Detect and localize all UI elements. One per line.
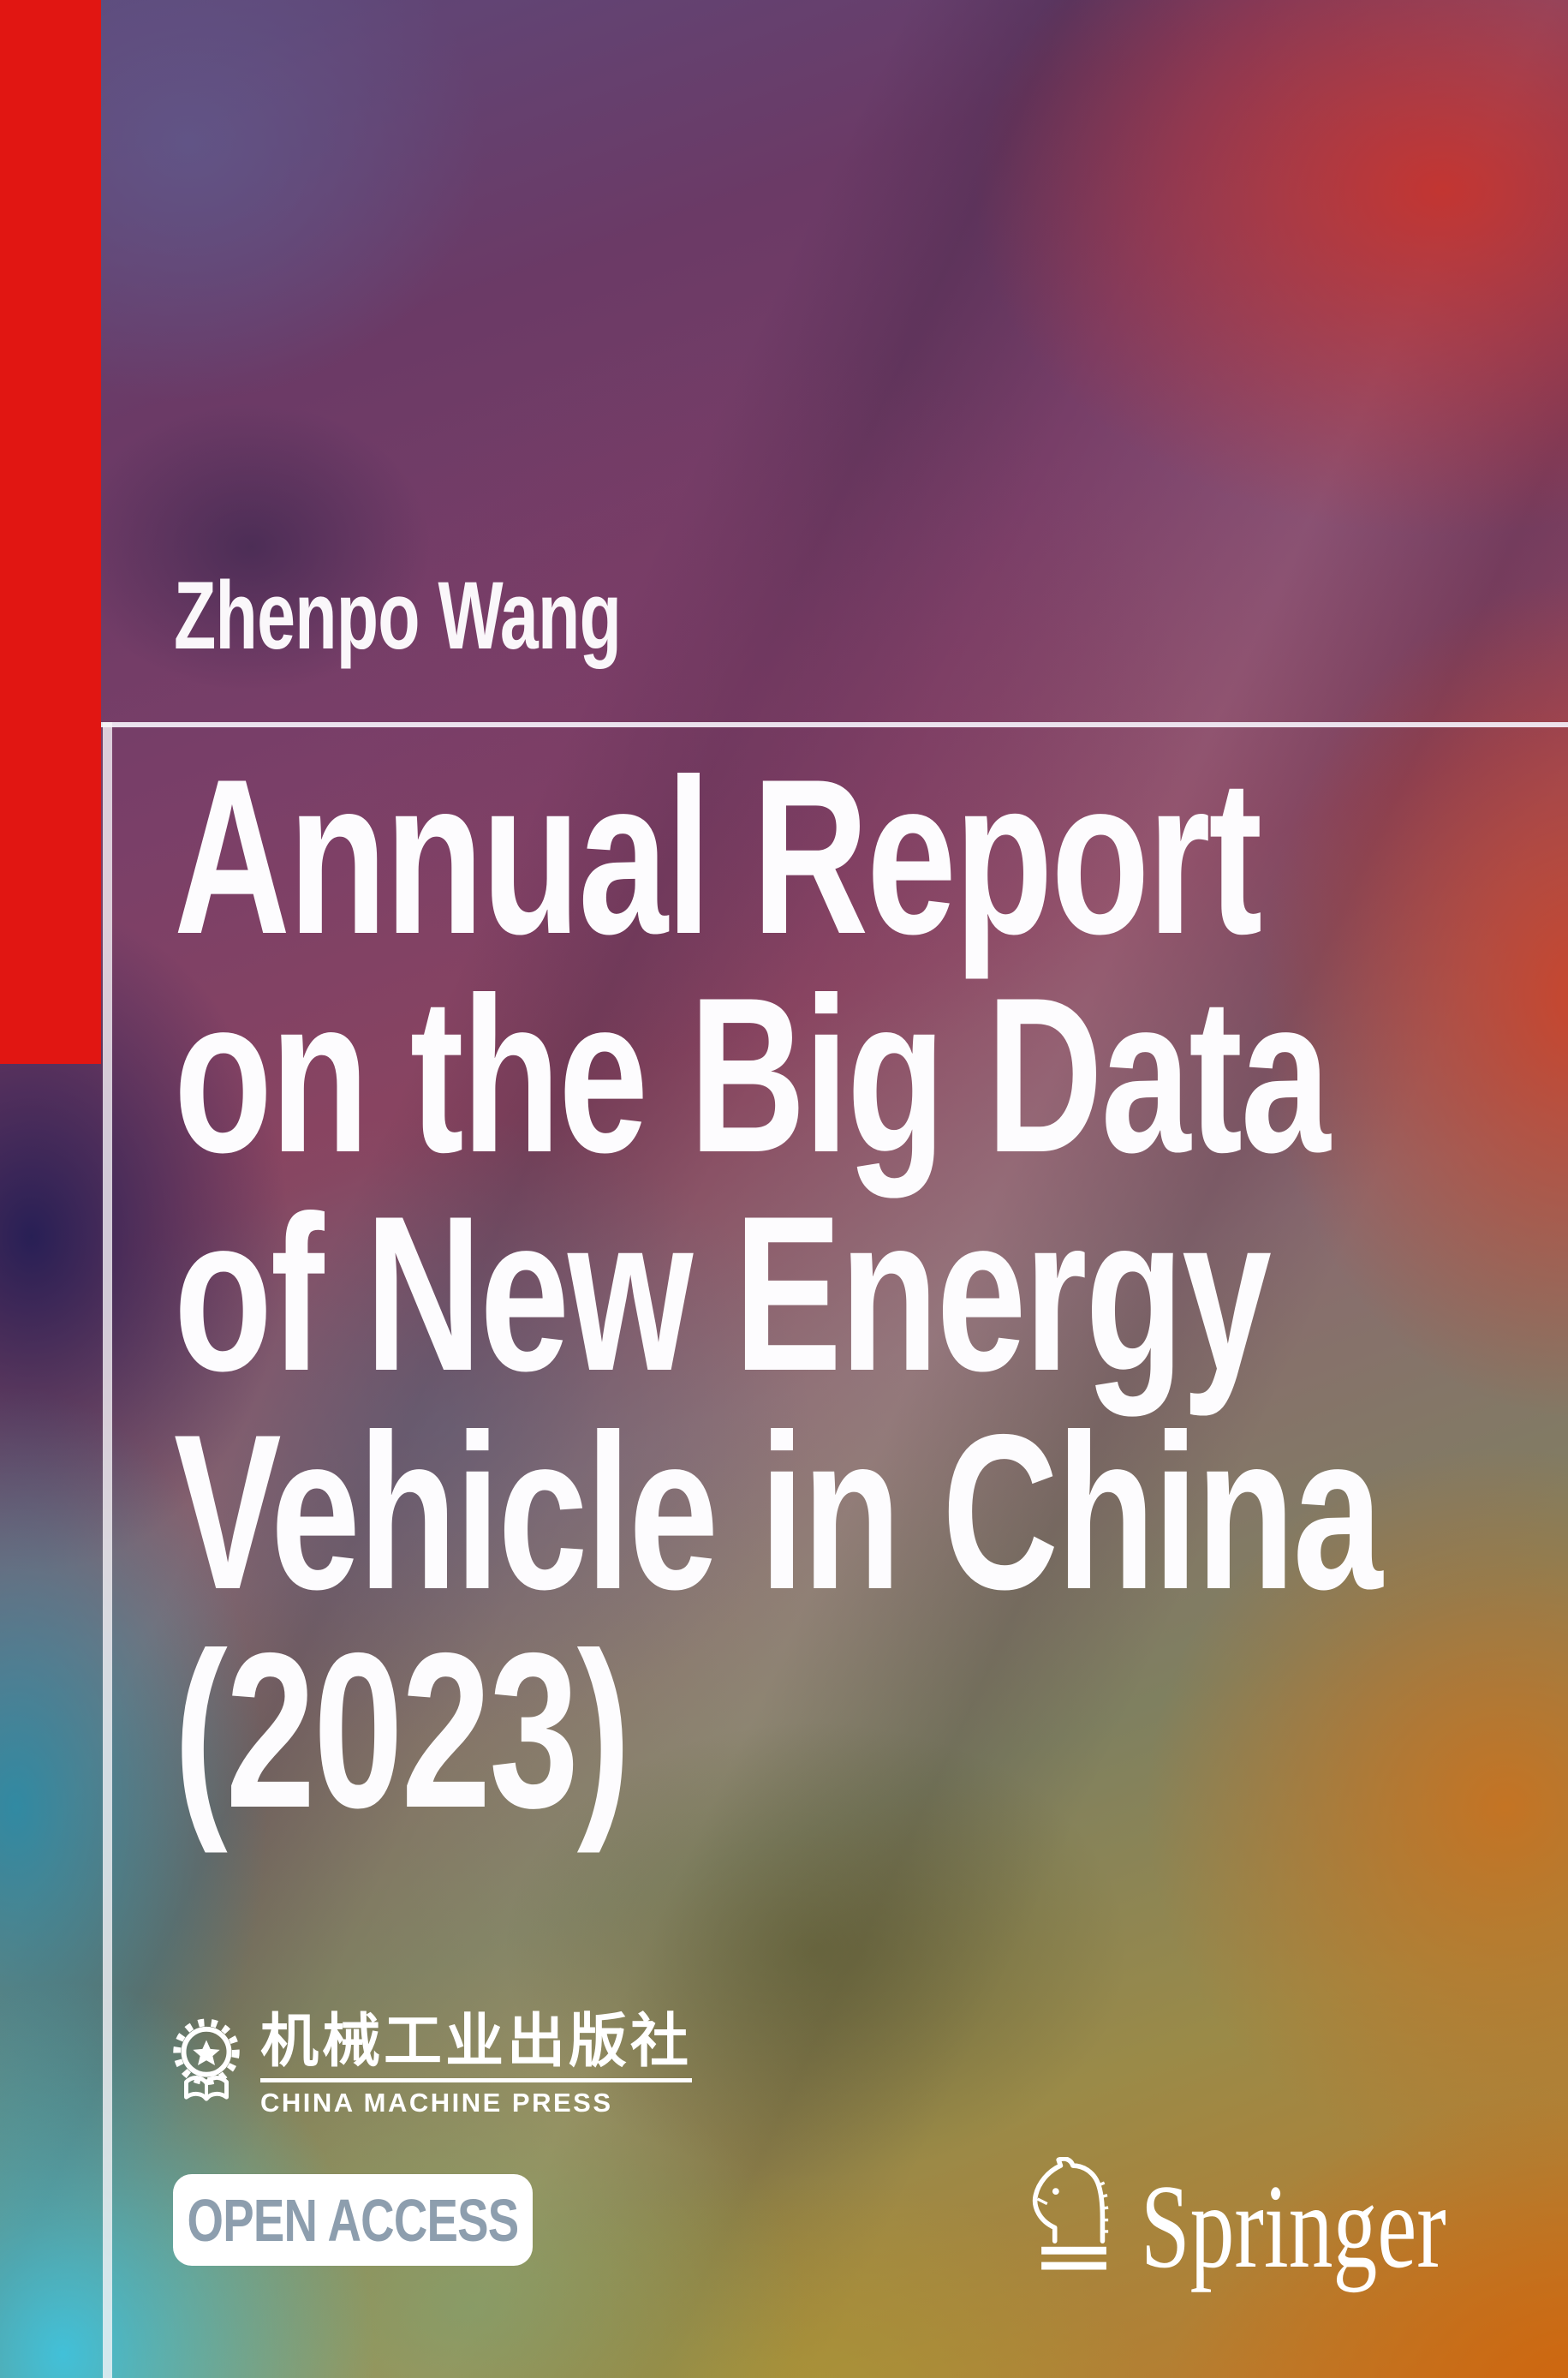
horizontal-rule — [101, 722, 1568, 727]
china-machine-press-logo: 机械工业出版社 CHINA MACHINE PRESS — [164, 2011, 693, 2118]
spine-red-bar — [0, 0, 101, 1064]
publisher-name-english: CHINA MACHINE PRESS — [260, 2088, 613, 2118]
springer-logo: Springer — [1026, 2157, 1553, 2287]
springer-horse-icon — [1032, 2157, 1109, 2270]
gear-star-book-icon — [173, 2018, 240, 2101]
vertical-rule — [103, 722, 112, 2378]
author-name: Zhenpo Wang — [174, 562, 622, 669]
title-line-2: on the Big Data — [174, 951, 1331, 1198]
title-line-5: (2023) — [174, 1606, 630, 1854]
publisher-names: 机械工业出版社 CHINA MACHINE PRESS — [260, 2011, 693, 2118]
publisher-name-chinese: 机械工业出版社 — [260, 2011, 693, 2082]
open-access-badge: OPEN ACCESS — [173, 2174, 533, 2266]
title-line-4: Vehicle in China — [174, 1388, 1383, 1635]
title-line-1: Annual Report — [174, 732, 1262, 980]
book-title: Annual Report on the Big Data of New Ene… — [174, 732, 1383, 1854]
springer-wordmark: Springer — [1141, 2160, 1446, 2293]
title-line-3: of New Energy — [174, 1169, 1272, 1417]
open-access-label: OPEN ACCESS — [187, 2186, 520, 2254]
